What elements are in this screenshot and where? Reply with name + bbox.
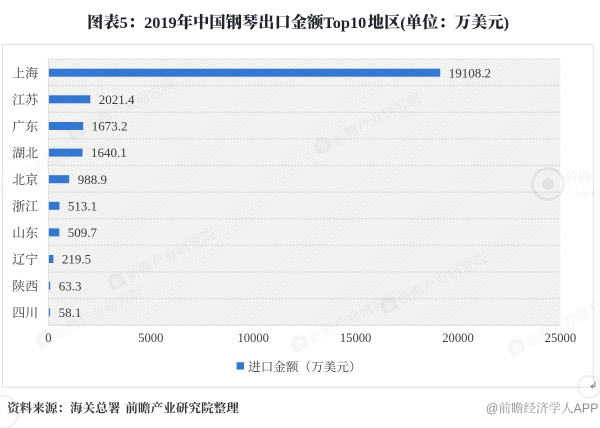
svg-text:2019: 2019: [144, 13, 177, 32]
svg-text:58.1: 58.1: [59, 305, 82, 320]
svg-text:513.1: 513.1: [68, 198, 97, 213]
svg-text:5000: 5000: [138, 331, 163, 345]
svg-text:5: 5: [120, 13, 128, 32]
svg-text:1673.2: 1673.2: [92, 119, 128, 134]
svg-text:509.7: 509.7: [68, 225, 98, 240]
svg-text:APP: APP: [574, 402, 599, 416]
svg-text:219.5: 219.5: [62, 252, 91, 267]
svg-text:): ): [504, 13, 509, 32]
svg-text:@: @: [486, 402, 499, 416]
svg-text:20000: 20000: [442, 331, 473, 345]
svg-text:63.3: 63.3: [59, 278, 82, 293]
svg-text:1640.1: 1640.1: [91, 145, 127, 160]
svg-text:0: 0: [45, 331, 51, 345]
svg-text:10000: 10000: [237, 331, 268, 345]
svg-text:Top10: Top10: [323, 13, 366, 32]
svg-text:19108.2: 19108.2: [449, 65, 491, 80]
svg-text:(: (: [400, 13, 405, 32]
svg-text:2021.4: 2021.4: [99, 92, 135, 107]
svg-text:15000: 15000: [340, 331, 371, 345]
svg-text:25000: 25000: [545, 331, 576, 345]
svg-text:988.9: 988.9: [78, 172, 107, 187]
